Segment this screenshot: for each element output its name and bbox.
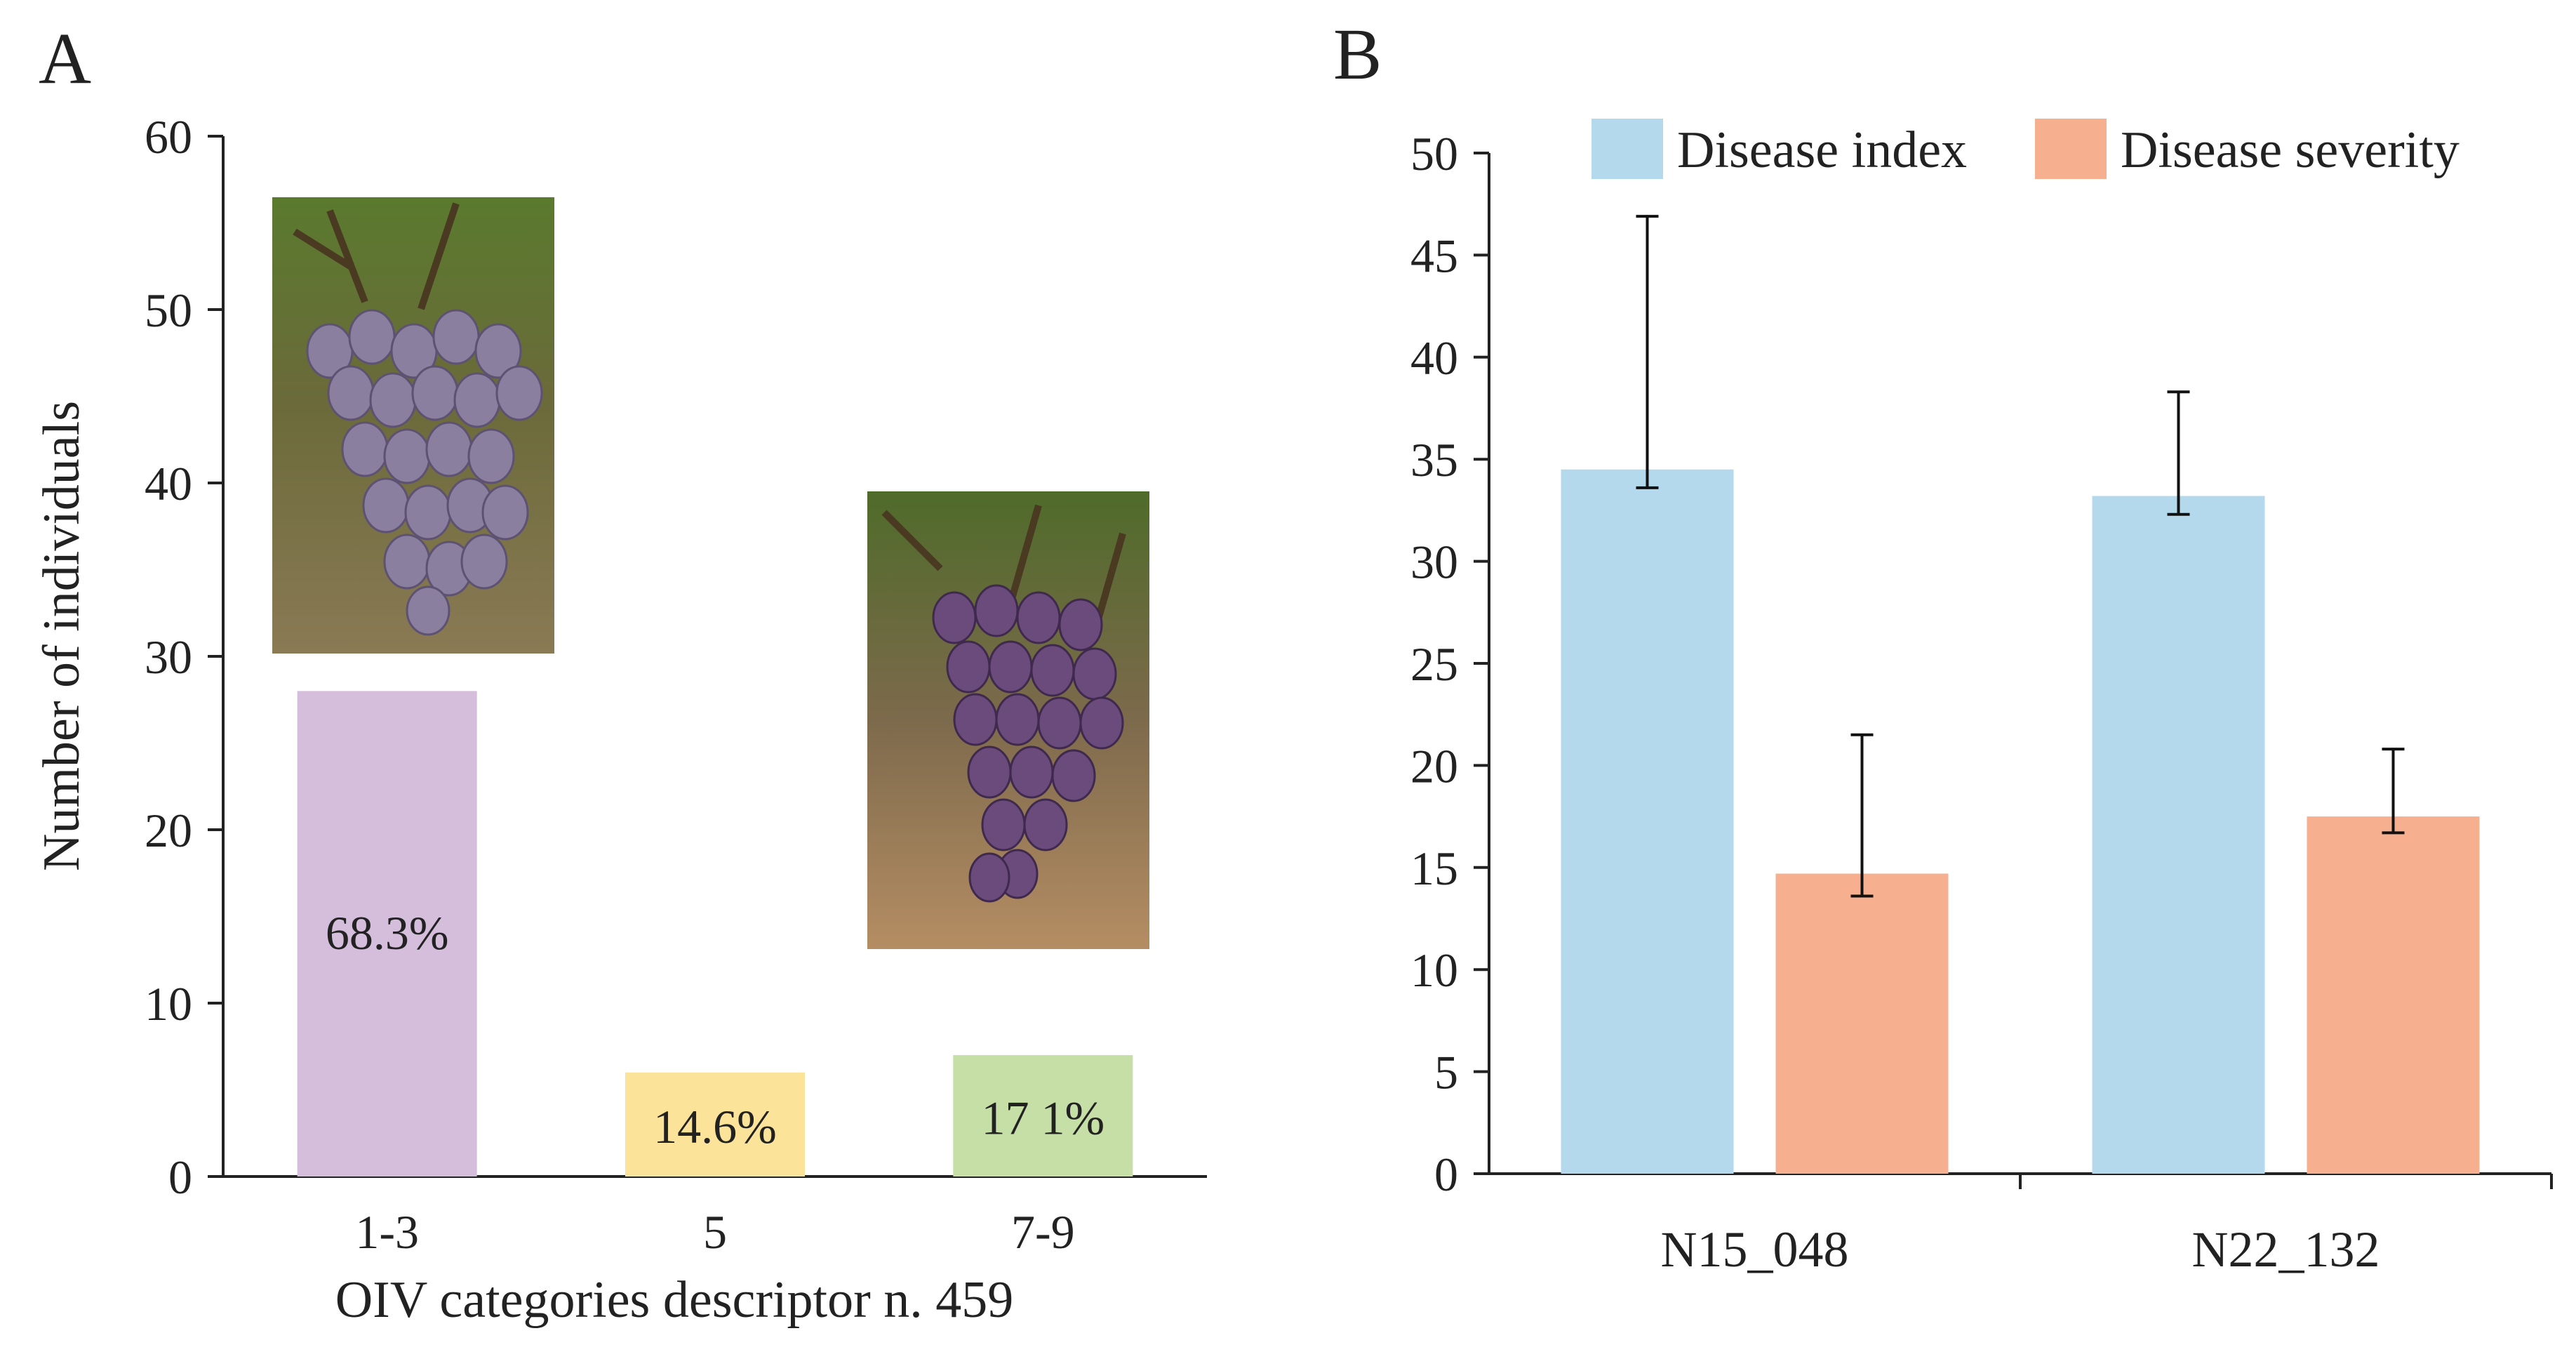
panel-b-label: B: [1333, 14, 1382, 95]
x-tick-label: N22_132: [2192, 1221, 2380, 1278]
bar-disease-index-N15_048: [1561, 469, 1734, 1174]
y-tick-label: 10: [1410, 943, 1458, 997]
data-label: 68.3%: [326, 906, 449, 960]
panel-a-chart: A: [33, 18, 1207, 1329]
grape-photo-1: [272, 197, 554, 654]
y-tick-label: 35: [1410, 433, 1458, 486]
y-tick-label: 10: [145, 977, 192, 1030]
x-tick-label: 5: [703, 1205, 727, 1259]
x-tick-label: 7-9: [1011, 1205, 1075, 1259]
y-tick-label: 50: [1410, 127, 1458, 180]
panel-a-axes: 0 10 20 30 40 50 60: [145, 110, 1207, 1204]
y-tick-label: 30: [145, 630, 192, 684]
y-tick-label: 0: [1434, 1148, 1458, 1201]
x-tick-label: N15_048: [1661, 1221, 1849, 1278]
y-tick-label: 40: [1410, 331, 1458, 385]
y-tick-label: 40: [145, 457, 192, 510]
y-tick-label: 30: [1410, 536, 1458, 589]
panel-a-y-axis-label: Number of individuals: [33, 401, 91, 871]
grape-photo-2: [867, 491, 1149, 949]
y-tick-label: 20: [1410, 739, 1458, 793]
legend-swatch-disease-severity: [2035, 119, 2107, 179]
bar-7-9: [953, 1055, 1133, 1177]
bar-disease-severity-N22_132: [2307, 816, 2480, 1174]
bar-5: [625, 1072, 805, 1177]
panel-b-chart: B Disease index Disease severity 0 5 10 15 2…: [1333, 14, 2553, 1278]
x-tick-label: 1-3: [355, 1205, 419, 1259]
legend-label-disease-index: Disease index: [1677, 121, 1967, 179]
legend-label-disease-severity: Disease severity: [2121, 121, 2460, 179]
y-tick-label: 25: [1410, 637, 1458, 691]
bar-disease-index-N22_132: [2092, 496, 2265, 1174]
y-tick-label: 15: [1410, 842, 1458, 895]
y-tick-label: 60: [145, 110, 192, 164]
y-tick-label: 50: [145, 284, 192, 337]
y-tick-label: 0: [168, 1151, 192, 1204]
y-tick-label: 20: [145, 804, 192, 857]
legend-swatch-disease-index: [1591, 119, 1663, 179]
data-label: 17 1%: [982, 1092, 1105, 1145]
panel-a-x-axis-label: OIV categories descriptor n. 459: [335, 1271, 1014, 1329]
y-tick-label: 5: [1434, 1046, 1458, 1099]
bar-1-3: [297, 691, 477, 1177]
data-label: 14.6%: [653, 1100, 777, 1153]
panel-b-bars: [1561, 215, 2480, 1174]
panel-a-labels: 1-3 68.3% 5 14.6% 7-9 17 1%: [326, 906, 1105, 1259]
panel-b-legend: Disease index Disease severity: [1591, 119, 2460, 179]
bar-disease-severity-N15_048: [1775, 873, 1949, 1174]
panel-a-bars: [297, 691, 1133, 1177]
panel-a-label: A: [39, 18, 91, 99]
y-tick-label: 45: [1410, 229, 1458, 282]
